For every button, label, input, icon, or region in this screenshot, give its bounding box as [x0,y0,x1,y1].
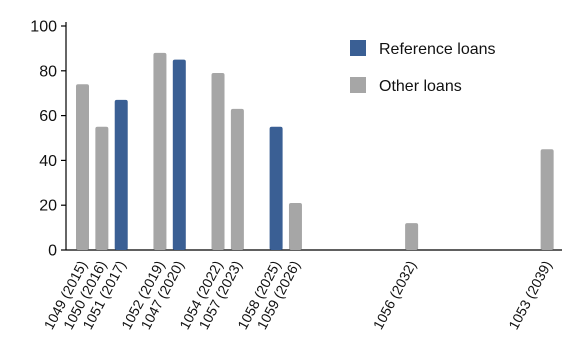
y-tick-label: 80 [39,63,57,80]
bar [172,59,186,250]
x-tick-label: 1053 (2039) [505,258,555,332]
legend-swatch [350,40,366,56]
bar [211,73,225,250]
y-axis-ticks: 0 20 40 60 80 100 [30,19,66,260]
bar [76,84,89,251]
bar [230,108,244,250]
y-tick-label: 40 [39,153,57,170]
bar [405,223,419,250]
legend-swatch [350,77,366,93]
y-tick-label: 100 [30,19,57,36]
legend-label: Reference loans [379,41,496,58]
legend-label: Other loans [379,78,462,95]
bar [269,126,283,250]
bar [95,126,109,250]
bar [114,99,128,250]
bar [540,149,554,250]
x-tick-label: 1056 (2032) [370,258,420,332]
axes [65,22,562,251]
y-tick-label: 60 [39,108,57,125]
bars [76,52,554,251]
x-axis-ticks: 1049 (2015)1050 (2016)1051 (2017)1052 (2… [41,258,555,332]
legend: Reference loans Other loans [350,40,496,95]
bar [288,202,302,250]
bar [153,52,167,250]
y-tick-label: 0 [48,243,57,260]
y-tick-label: 20 [39,198,57,215]
